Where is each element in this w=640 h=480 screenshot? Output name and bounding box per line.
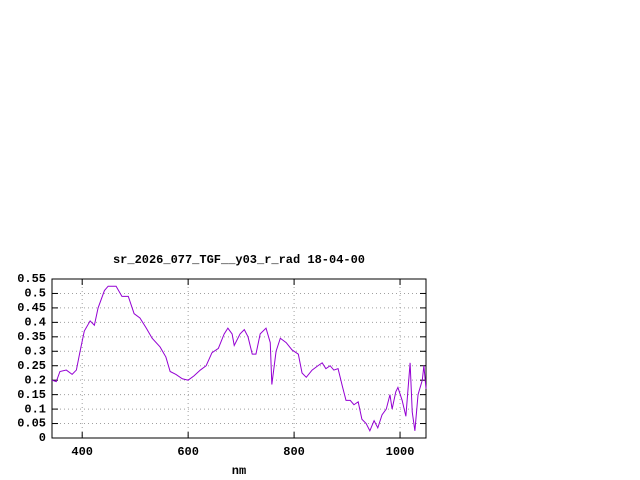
x-tick-label: 600 (177, 445, 199, 459)
y-tick-label: 0.2 (24, 373, 46, 387)
plot-frame (51, 278, 427, 439)
x-tick-label: 800 (283, 445, 305, 459)
data-line (51, 285, 427, 432)
y-tick-label: 0.5 (24, 287, 46, 301)
y-tick-label: 0.25 (17, 359, 46, 373)
y-tick-label: 0 (39, 431, 46, 445)
y-tick-label: 0.1 (24, 402, 46, 416)
y-tick-label: 0.35 (17, 330, 46, 344)
y-tick-label: 0.45 (17, 301, 46, 315)
y-tick-label: 0.55 (17, 272, 46, 286)
chart-title: sr_2026_077_TGF__y03_r_rad 18-04-00 (113, 253, 365, 267)
x-tick-label: 400 (71, 445, 93, 459)
y-tick-label: 0.4 (24, 316, 46, 330)
x-tick-label: 1000 (386, 445, 415, 459)
y-tick-label: 0.05 (17, 417, 46, 431)
y-tick-label: 0.15 (17, 388, 46, 402)
y-tick-label: 0.3 (24, 344, 46, 358)
x-axis-label: nm (232, 464, 246, 478)
